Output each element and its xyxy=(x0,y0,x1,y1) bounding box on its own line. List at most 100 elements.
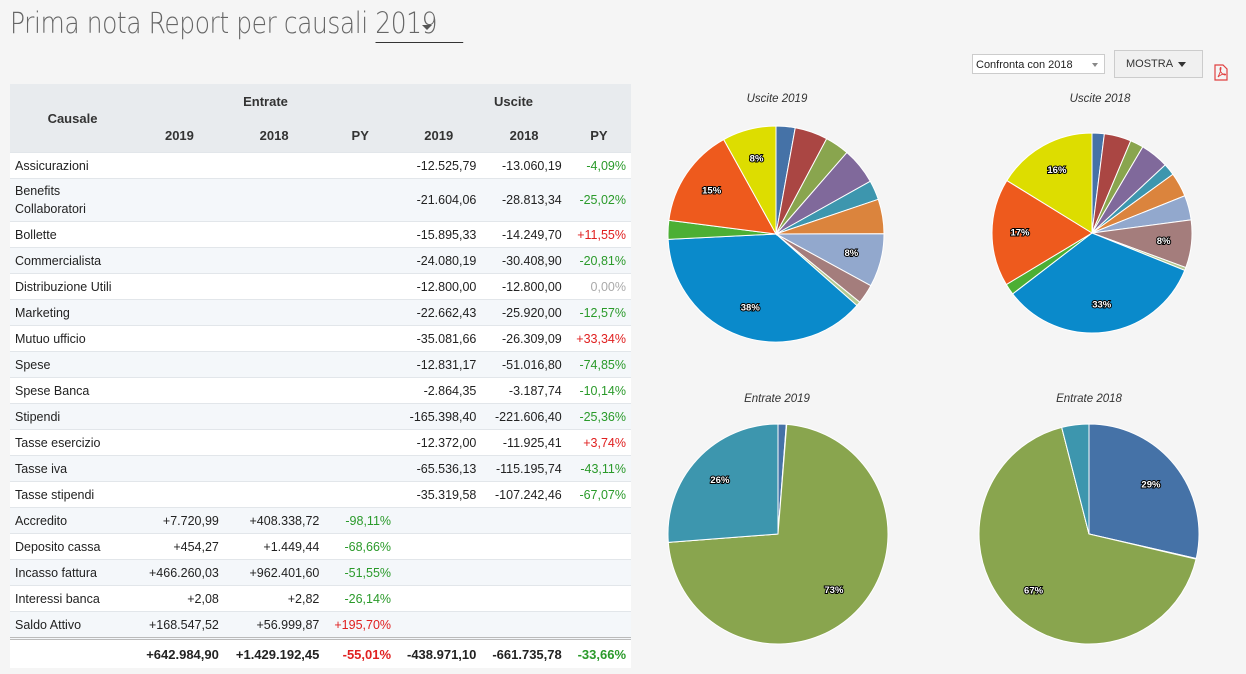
uscite-2019-cell: -12.525,79 xyxy=(396,152,482,179)
uscite-py-cell: +3,74% xyxy=(566,429,631,456)
uscite-2019-cell: -35.081,66 xyxy=(396,325,482,352)
pie-chart-uscite-2019: 8% 38% 15% 8% xyxy=(667,125,885,343)
page-title: Prima nota Report per causali 2019 xyxy=(10,6,463,43)
entrate-2019-cell: +2,08 xyxy=(135,585,224,612)
table-row: Accredito +7.720,99 +408.338,72 -98,11% xyxy=(10,507,631,534)
pie-label-tasse-stipendi: 16% xyxy=(1047,165,1067,176)
uscite-py-cell xyxy=(566,507,631,534)
entrate-2019-cell xyxy=(135,325,224,352)
entrate-py-cell xyxy=(324,273,397,300)
pie-slice-incasso-fattura[interactable] xyxy=(978,426,1197,645)
causale-cell: Marketing xyxy=(10,299,135,326)
caret-down-icon xyxy=(1178,62,1186,67)
table-row: Distribuzione Utili -12.800,00 -12.800,00 0… xyxy=(10,273,631,300)
pie-label-mutuo-ufficio: 8% xyxy=(845,248,859,259)
uscite-py-cell: 0,00% xyxy=(566,273,631,300)
entrate-py-header[interactable]: PY xyxy=(324,118,397,153)
entrate-2019-cell xyxy=(135,247,224,274)
pie-slice-tasse-stipendi[interactable] xyxy=(1006,132,1093,234)
uscite-2018-cell: -25.920,00 xyxy=(481,299,567,326)
uscite-2019-cell: -12.831,17 xyxy=(396,351,482,378)
total-entrate-py: -55,01% xyxy=(324,637,397,668)
entrate-2018-cell xyxy=(223,247,325,274)
compare-select[interactable]: Confronta con 2018 xyxy=(972,54,1105,74)
total-uscite-2018: -661.735,78 xyxy=(481,637,567,668)
entrate-header: Entrate xyxy=(135,84,397,118)
entrate-2018-cell xyxy=(223,403,325,430)
entrate-2019-cell: +168.547,52 xyxy=(135,611,224,639)
table-row: Marketing -22.662,43 -25.920,00 -12,57% xyxy=(10,299,631,326)
uscite-2018-cell: -12.800,00 xyxy=(481,273,567,300)
uscite-2019-cell: -2.864,35 xyxy=(396,377,482,404)
uscite-2018-cell: -51.016,80 xyxy=(481,351,567,378)
entrate-2018-cell xyxy=(223,221,325,248)
uscite-py-header[interactable]: PY xyxy=(566,118,631,153)
causale-cell: Commercialista xyxy=(10,247,135,274)
table-row: Tasse iva -65.536,13 -115.195,74 -43,11% xyxy=(10,455,631,482)
pie-label-stipendi: 33% xyxy=(1092,299,1112,310)
entrate-2019-header[interactable]: 2019 xyxy=(135,118,224,153)
entrate-py-cell xyxy=(324,299,397,326)
pie-slice-tasse-iva[interactable] xyxy=(991,179,1093,286)
chart-title-uscite-2019: Uscite 2019 xyxy=(746,93,808,105)
causale-cell: Incasso fattura xyxy=(10,559,135,586)
uscite-py-cell xyxy=(566,611,631,639)
entrate-py-cell xyxy=(324,351,397,378)
table-row: Tasse esercizio -12.372,00 -11.925,41 +3,74… xyxy=(10,429,631,456)
table-row: Mutuo ufficio -35.081,66 -26.309,09 +33,34% xyxy=(10,325,631,352)
entrate-2018-header[interactable]: 2018 xyxy=(223,118,325,153)
pie-slice-accredito[interactable] xyxy=(1088,423,1200,560)
show-button[interactable]: MOSTRA xyxy=(1114,50,1203,78)
uscite-2018-cell: -3.187,74 xyxy=(481,377,567,404)
pie-slice-stipendi[interactable] xyxy=(667,233,858,343)
pdf-icon[interactable] xyxy=(1214,64,1228,81)
pie-slice-tasse-iva[interactable] xyxy=(668,138,777,235)
uscite-2018-cell: -115.195,74 xyxy=(481,455,567,482)
entrate-py-cell xyxy=(324,247,397,274)
entrate-py-cell: -68,66% xyxy=(324,533,397,560)
uscite-2019-cell: -15.895,33 xyxy=(396,221,482,248)
table-row: Stipendi -165.398,40 -221.606,40 -25,36% xyxy=(10,403,631,430)
uscite-py-cell: +11,55% xyxy=(566,221,631,248)
causale-cell: Accredito xyxy=(10,507,135,534)
totals-label xyxy=(10,637,135,668)
causale-cell: Spese xyxy=(10,351,135,378)
uscite-2018-cell: -13.060,19 xyxy=(481,152,567,179)
table-row: Saldo Attivo +168.547,52 +56.999,87 +195,70… xyxy=(10,611,631,639)
causale-cell: Tasse iva xyxy=(10,455,135,482)
table-row: Interessi banca +2,08 +2,82 -26,14% xyxy=(10,585,631,612)
chart-title-entrate-2019: Entrate 2019 xyxy=(744,393,810,405)
uscite-py-cell: -25,36% xyxy=(566,403,631,430)
entrate-2019-cell: +466.260,03 xyxy=(135,559,224,586)
uscite-2019-cell xyxy=(396,611,482,639)
causale-cell: Tasse esercizio xyxy=(10,429,135,456)
entrate-2018-cell xyxy=(223,351,325,378)
table-row: Incasso fattura +466.260,03 +962.401,60 -51… xyxy=(10,559,631,586)
uscite-2019-cell: -12.800,00 xyxy=(396,273,482,300)
uscite-2018-cell xyxy=(481,611,567,639)
chevron-down-icon[interactable] xyxy=(422,25,432,30)
pie-slice-saldo-attivo[interactable] xyxy=(667,423,779,543)
entrate-2019-cell xyxy=(135,351,224,378)
year-select[interactable]: 2019 xyxy=(375,6,463,43)
entrate-2018-cell xyxy=(223,455,325,482)
causale-cell: Saldo Attivo xyxy=(10,611,135,639)
uscite-2018-header[interactable]: 2018 xyxy=(481,118,567,153)
entrate-2018-cell: +962.401,60 xyxy=(223,559,325,586)
pie-slice-stipendi[interactable] xyxy=(1011,232,1186,334)
entrate-py-cell: +195,70% xyxy=(324,611,397,639)
pie-slice-tasse-stipendi[interactable] xyxy=(723,125,777,236)
pie-slice-saldo-attivo[interactable] xyxy=(1061,423,1090,535)
entrate-2019-cell: +454,27 xyxy=(135,533,224,560)
page-title-text: Prima nota Report per causali xyxy=(10,6,368,40)
uscite-py-cell xyxy=(566,533,631,560)
entrate-2019-cell xyxy=(135,178,224,222)
uscite-2019-cell: -12.372,00 xyxy=(396,429,482,456)
causale-header[interactable]: Causale xyxy=(10,84,135,153)
uscite-2019-cell: -65.536,13 xyxy=(396,455,482,482)
entrate-2018-cell xyxy=(223,377,325,404)
entrate-py-cell xyxy=(324,152,397,179)
compare-select-value: Confronta con 2018 xyxy=(976,59,1073,71)
chart-title-uscite-2018: Uscite 2018 xyxy=(1069,93,1131,105)
uscite-2019-header[interactable]: 2019 xyxy=(396,118,482,153)
